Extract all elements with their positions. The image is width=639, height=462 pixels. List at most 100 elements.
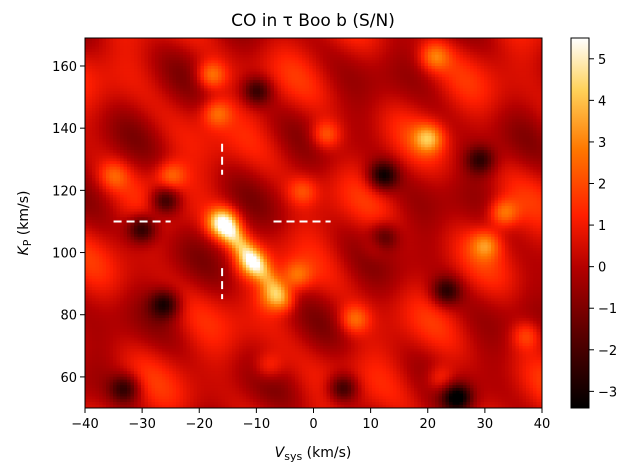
heatmap-cell <box>302 77 306 81</box>
heatmap-cell <box>382 138 387 142</box>
heatmap-cell <box>456 108 460 112</box>
heatmap-cell <box>361 102 366 106</box>
heatmap-cell <box>165 136 170 140</box>
heatmap-cell <box>183 108 187 112</box>
heatmap-cell <box>494 91 499 95</box>
heatmap-cell <box>162 68 166 72</box>
heatmap-cell <box>148 77 152 81</box>
heatmap-cell <box>186 113 191 117</box>
heatmap-cell <box>498 94 502 98</box>
heatmap-cell <box>421 141 425 145</box>
heatmap-cell <box>197 138 201 142</box>
heatmap-cell <box>235 54 240 58</box>
heatmap-cell <box>186 124 191 128</box>
heatmap-cell <box>442 49 446 53</box>
heatmap-cell <box>491 105 495 109</box>
heatmap-cell <box>382 116 387 120</box>
heatmap-cell <box>88 43 93 47</box>
heatmap-cell <box>351 127 355 131</box>
heatmap-cell <box>172 66 177 70</box>
heatmap-cell <box>284 49 289 53</box>
heatmap-cell <box>277 96 282 100</box>
heatmap-cell <box>396 66 401 70</box>
heatmap-cell <box>323 77 327 81</box>
heatmap-cell <box>522 141 527 145</box>
heatmap-cell <box>389 127 394 131</box>
heatmap-cell <box>267 130 271 134</box>
heatmap-cell <box>407 133 411 137</box>
heatmap-cell <box>260 71 264 75</box>
heatmap-cell <box>382 63 387 67</box>
heatmap-cell <box>218 66 222 70</box>
heatmap-cell <box>113 43 117 47</box>
heatmap-cell <box>505 66 509 70</box>
heatmap-cell <box>463 38 467 42</box>
heatmap-cell <box>347 77 352 81</box>
heatmap-cell <box>295 136 299 140</box>
heatmap-cell <box>340 127 345 131</box>
heatmap-cell <box>113 127 117 131</box>
heatmap-cell <box>459 43 464 47</box>
heatmap-cell <box>106 40 110 44</box>
heatmap-cell <box>484 82 488 86</box>
heatmap-cell <box>386 94 390 98</box>
heatmap-cell <box>116 63 121 67</box>
heatmap-cell <box>197 68 201 72</box>
heatmap-cell <box>456 102 460 106</box>
heatmap-cell <box>109 68 114 72</box>
heatmap-cell <box>344 40 348 44</box>
heatmap-cell <box>365 102 369 106</box>
heatmap-cell <box>396 68 401 72</box>
heatmap-cell <box>312 133 317 137</box>
heatmap-cell <box>487 38 492 42</box>
heatmap-cell <box>463 133 467 137</box>
heatmap-cell <box>95 57 100 61</box>
heatmap-cell <box>347 71 352 75</box>
heatmap-cell <box>442 60 446 64</box>
heatmap-cell <box>326 91 331 95</box>
heatmap-cell <box>445 77 450 81</box>
heatmap-cell <box>512 108 516 112</box>
heatmap-cell <box>228 119 233 123</box>
heatmap-cell <box>508 38 513 42</box>
heatmap-cell <box>85 91 89 95</box>
heatmap-cell <box>326 66 331 70</box>
heatmap-cell <box>179 136 184 140</box>
heatmap-cell <box>127 77 131 81</box>
heatmap-cell <box>186 85 191 89</box>
heatmap-cell <box>249 63 254 67</box>
heatmap-cell <box>172 108 177 112</box>
heatmap-cell <box>354 110 359 114</box>
heatmap-cell <box>435 124 439 128</box>
heatmap-cell <box>288 40 292 44</box>
heatmap-cell <box>421 102 425 106</box>
heatmap-cell <box>536 82 541 86</box>
heatmap-cell <box>197 136 201 140</box>
heatmap-cell <box>410 77 415 81</box>
heatmap-cell <box>295 110 299 114</box>
heatmap-cell <box>120 122 124 126</box>
heatmap-cell <box>270 38 275 42</box>
heatmap-cell <box>141 124 145 128</box>
heatmap-cell <box>519 91 523 95</box>
heatmap-cell <box>232 38 236 42</box>
heatmap-cell <box>312 119 317 123</box>
heatmap-cell <box>102 38 107 42</box>
heatmap-cell <box>452 63 457 67</box>
heatmap-cell <box>396 60 401 64</box>
heatmap-cell <box>295 124 299 128</box>
heatmap-cell <box>155 124 159 128</box>
heatmap-cell <box>382 40 387 44</box>
heatmap-cell <box>109 85 114 89</box>
heatmap-cell <box>148 40 152 44</box>
heatmap-cell <box>197 82 201 86</box>
heatmap-cell <box>449 116 453 120</box>
heatmap-cell <box>316 63 320 67</box>
heatmap-cell <box>445 110 450 114</box>
heatmap-cell <box>477 127 481 131</box>
heatmap-cell <box>309 119 313 123</box>
heatmap-cell <box>172 130 177 134</box>
heatmap-cell <box>466 141 471 145</box>
heatmap-cell <box>347 49 352 53</box>
heatmap-cell <box>211 108 215 112</box>
